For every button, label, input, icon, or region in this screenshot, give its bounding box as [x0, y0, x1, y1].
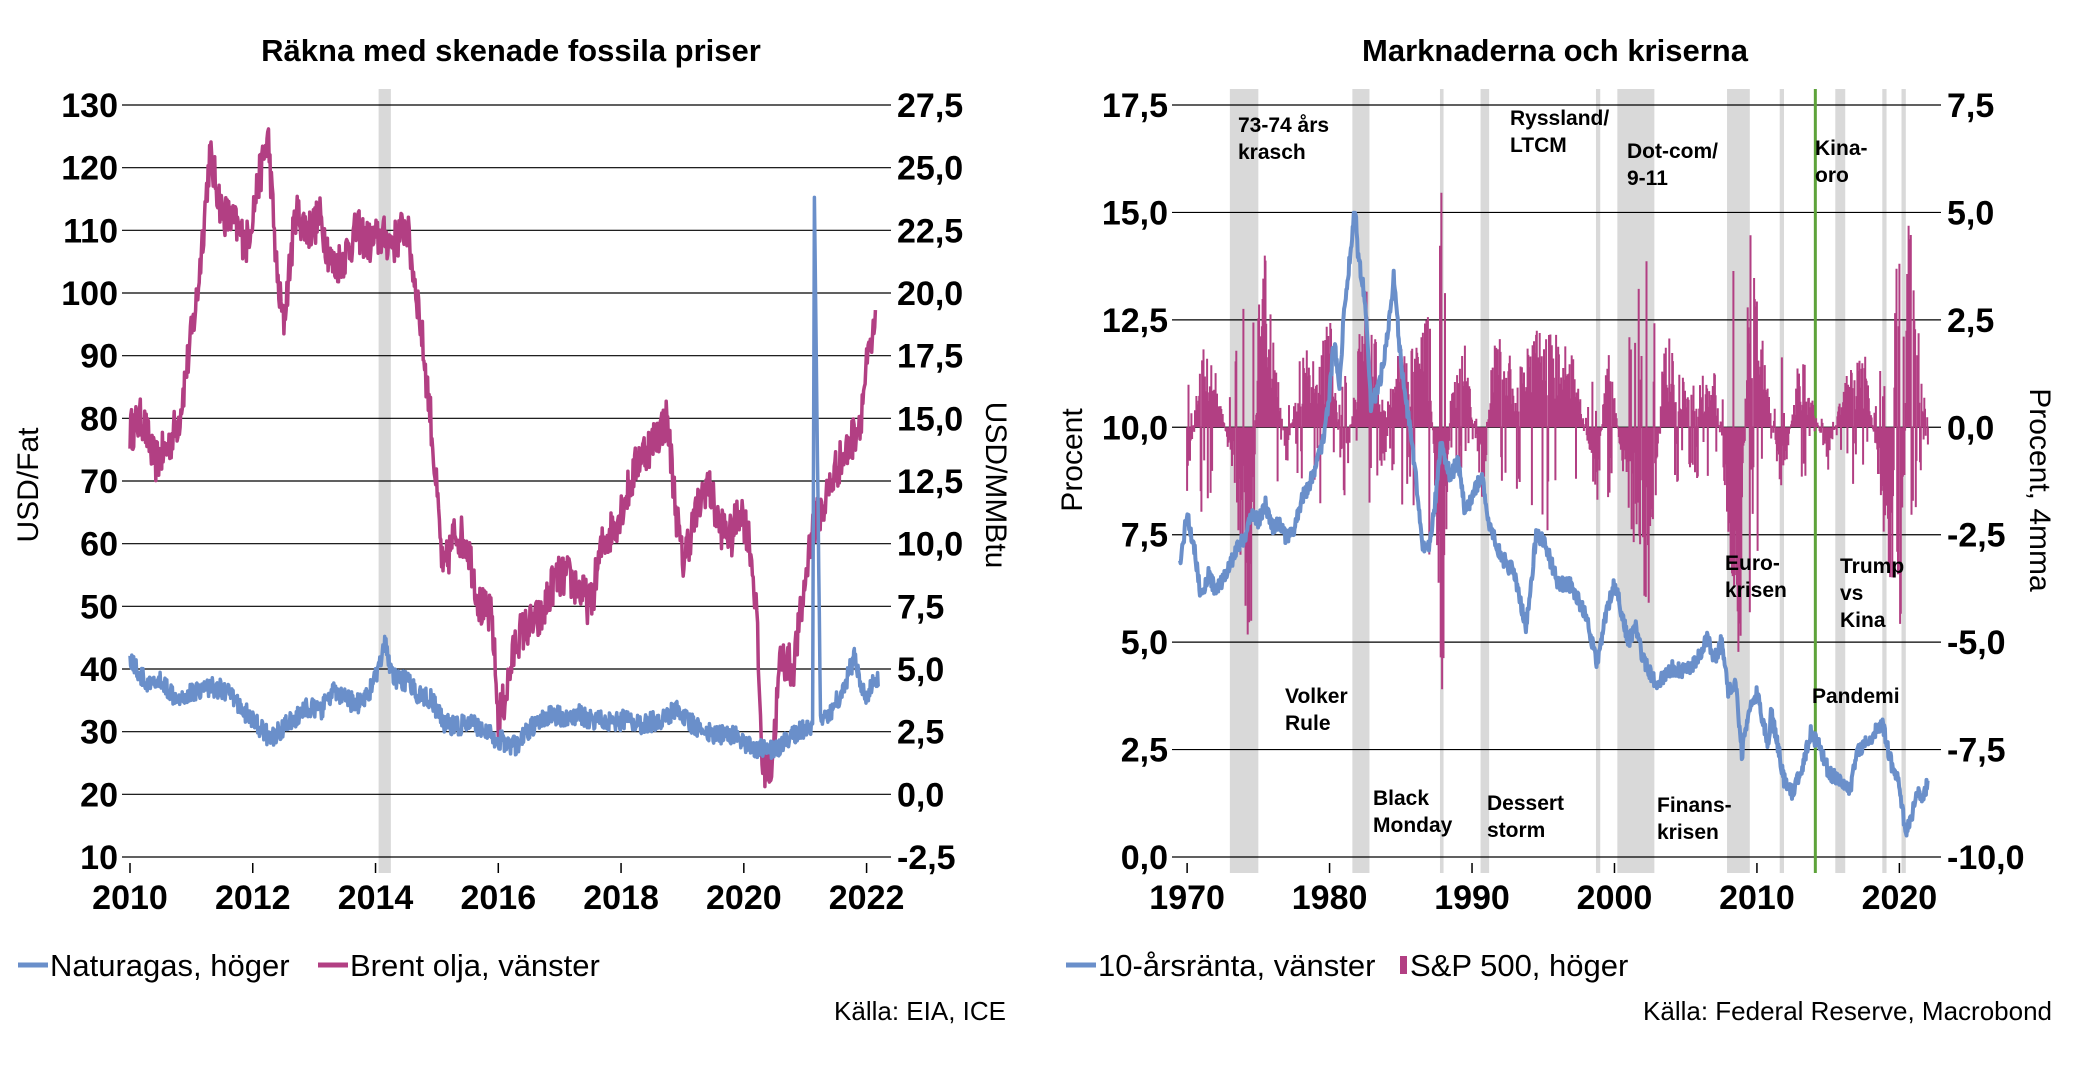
x-tick-label: 2010 — [92, 879, 168, 917]
y2-tick-label: 10,0 — [897, 526, 963, 564]
brent-oil-line — [128, 127, 878, 789]
x-tick-label: 2018 — [583, 879, 659, 917]
y-tick-label: 110 — [63, 212, 118, 250]
x-tick-label: 2022 — [829, 879, 905, 917]
y-tick-label: 5,0 — [1121, 624, 1168, 662]
y2-axis-label-left: USD/MMBtu — [979, 402, 1012, 569]
y2-tick-label: 5,0 — [897, 651, 944, 689]
annotation-trump-vs-china: Trump vs Kina — [1840, 555, 1904, 632]
x-tick-label: 2020 — [1862, 879, 1938, 917]
y2-tick-label: 20,0 — [897, 275, 963, 313]
y2-tick-label: 17,5 — [897, 338, 963, 376]
annotation-china-turmoil: Kina-oro — [1815, 137, 1868, 187]
y-axis-label-right: Procent — [1056, 408, 1089, 512]
annotation-pandemic: Pandemi — [1812, 685, 1900, 708]
x-tick-label: 2012 — [215, 879, 291, 917]
y2-tick-label: -5,0 — [1947, 624, 2006, 662]
shaded-period — [1835, 89, 1846, 873]
source-right: Källa: Federal Reserve, Macrobond — [1643, 996, 2052, 1026]
y2-tick-label: 0,0 — [1947, 409, 1994, 447]
ten-year-yield-line — [1178, 210, 1930, 838]
legend-label-yield: 10-årsränta, vänster — [1098, 948, 1375, 983]
x-tick-label: 1990 — [1434, 879, 1510, 917]
y2-tick-label: 27,5 — [897, 87, 963, 125]
annotation-dessert-storm: Dessert storm — [1487, 792, 1564, 842]
shaded-period — [1352, 89, 1370, 873]
y-tick-label: 40 — [80, 651, 118, 689]
y2-tick-label: 7,5 — [897, 588, 944, 626]
x-tick-label: 2010 — [1719, 879, 1795, 917]
y2-tick-label: 12,5 — [897, 463, 963, 501]
y-tick-label: 0,0 — [1121, 839, 1168, 877]
y-tick-label: 20 — [80, 776, 118, 814]
annotation-volker-rule: Volker Rule — [1285, 685, 1348, 735]
y2-tick-label: -7,5 — [1947, 732, 2006, 770]
legend-label-sp500: S&P 500, höger — [1410, 948, 1628, 983]
y-tick-label: 130 — [61, 87, 118, 125]
x-tick-label: 2014 — [338, 879, 414, 917]
y-axis-label-left: USD/Fat — [12, 427, 45, 543]
y-tick-label: 120 — [61, 150, 118, 188]
legend-swatch-sp500 — [1400, 956, 1407, 974]
annotation-russia-ltcm: Ryssland/LTCM — [1510, 107, 1609, 157]
annotation-7374-crash: 73-74 års krasch — [1238, 114, 1329, 164]
natural-gas-line — [128, 195, 881, 760]
y2-tick-label: 2,5 — [1947, 302, 1994, 340]
y-tick-label: 30 — [80, 714, 118, 752]
legend-label-brent: Brent olja, vänster — [350, 948, 600, 983]
y2-tick-label: 15,0 — [897, 400, 963, 438]
y-tick-label: 10 — [80, 839, 118, 877]
plot-area-right: 0,0 2,5 5,0 7,5 10,0 12,5 15,0 17,5 -10,0 -7,5 -5,… — [1066, 87, 2025, 983]
shaded-period — [1901, 89, 1906, 873]
annotation-euro-crisis: Euro-krisen — [1725, 552, 1787, 602]
source-left: Källa: EIA, ICE — [834, 996, 1006, 1026]
y2-tick-label: 7,5 — [1947, 87, 1994, 125]
y-tick-label: 100 — [61, 275, 118, 313]
y2-tick-label: -2,5 — [1947, 517, 2006, 555]
y2-tick-label: 5,0 — [1947, 194, 1994, 232]
x-tick-label: 1970 — [1149, 879, 1225, 917]
annotation-black-monday: Black Monday — [1373, 787, 1453, 837]
y-tick-label: 50 — [80, 588, 118, 626]
y-tick-label: 17,5 — [1102, 87, 1168, 125]
y-tick-label: 7,5 — [1121, 517, 1168, 555]
x-tick-label: 2016 — [460, 879, 536, 917]
annotation-finance-crisis: Finans-krisen — [1657, 794, 1732, 844]
y-tick-label: 90 — [80, 338, 118, 376]
y2-tick-label: 25,0 — [897, 150, 963, 188]
y-tick-label: 80 — [80, 400, 118, 438]
chart-title-right: Marknaderna och kriserna — [1362, 33, 1749, 68]
sp500-bars — [1186, 192, 1929, 690]
chart-title-left: Räkna med skenade fossila priser — [261, 33, 761, 68]
x-tick-label: 2000 — [1577, 879, 1653, 917]
plot-area-left: 10 20 30 40 50 60 70 80 90 100 110 120 130 -2,5 0,0 2,5… — [18, 87, 963, 983]
legend-label-gas: Naturagas, höger — [50, 948, 290, 983]
y2-tick-label: 22,5 — [897, 212, 963, 250]
y-tick-label: 15,0 — [1102, 194, 1168, 232]
x-tick-label: 2020 — [706, 879, 782, 917]
y2-tick-label: -10,0 — [1947, 839, 2025, 877]
annotation-dotcom-911: Dot-com/9-11 — [1627, 140, 1718, 190]
y-tick-label: 70 — [80, 463, 118, 501]
y2-tick-label: 2,5 — [897, 714, 944, 752]
y2-tick-label: -2,5 — [897, 839, 956, 877]
y-tick-label: 2,5 — [1121, 732, 1168, 770]
y-tick-label: 10,0 — [1102, 409, 1168, 447]
y-tick-label: 60 — [80, 526, 118, 564]
y2-axis-label-right: Procent, 4mma — [2023, 388, 2056, 592]
y2-tick-label: 0,0 — [897, 776, 944, 814]
x-tick-label: 1980 — [1292, 879, 1368, 917]
y-tick-label: 12,5 — [1102, 302, 1168, 340]
